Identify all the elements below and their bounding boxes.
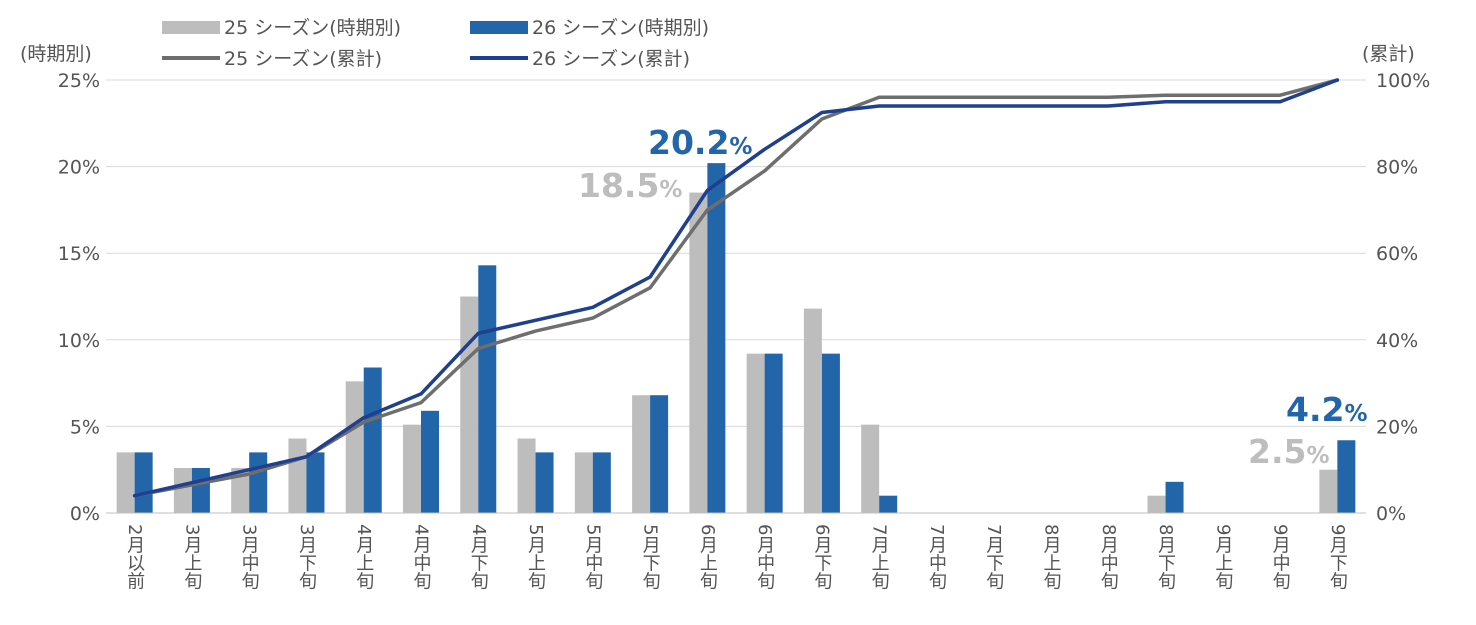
data-label-value: 2.5 xyxy=(1248,432,1306,471)
cumulative-line xyxy=(132,78,1340,498)
cumulative-line xyxy=(132,78,1340,498)
bar xyxy=(1147,495,1166,513)
bar xyxy=(517,438,536,513)
bar xyxy=(173,467,192,513)
bar xyxy=(134,452,153,513)
right-tick-label: 100% xyxy=(1376,70,1430,92)
annotation-layer: 20.2%18.5%4.2%2.5% xyxy=(578,123,1368,471)
bar xyxy=(306,452,325,513)
legend-label: 25 シーズン(累計) xyxy=(224,48,382,70)
legend-label: 26 シーズン(時期別) xyxy=(532,17,709,39)
category-label: 5月上旬 xyxy=(525,524,546,590)
category-label: 2月以前 xyxy=(124,524,145,589)
right-tick-label: 40% xyxy=(1376,330,1418,352)
bar xyxy=(821,353,840,513)
category-label: 8月中旬 xyxy=(1098,524,1119,590)
bar xyxy=(574,452,593,513)
data-label-value: 18.5 xyxy=(578,166,659,205)
data-label: 20.2% xyxy=(648,123,752,162)
bar xyxy=(707,163,726,514)
line-layer xyxy=(132,78,1340,498)
data-label: 18.5% xyxy=(578,166,682,205)
right-tick-label: 80% xyxy=(1376,157,1418,179)
bar xyxy=(345,381,364,513)
data-label-value: 20.2 xyxy=(648,123,729,162)
bar xyxy=(116,452,135,513)
bar xyxy=(231,467,250,513)
left-tick-label: 25% xyxy=(58,70,100,92)
bar xyxy=(592,452,611,513)
category-label: 8月上旬 xyxy=(1041,524,1062,590)
right-tick-label: 60% xyxy=(1376,243,1418,265)
bar xyxy=(460,296,479,513)
bar xyxy=(288,438,307,513)
legend-label: 25 シーズン(時期別) xyxy=(224,17,401,39)
category-label: 7月中旬 xyxy=(926,524,947,590)
bar xyxy=(191,467,210,513)
bar xyxy=(650,395,669,513)
bar xyxy=(764,353,783,513)
bar xyxy=(803,308,822,513)
bar xyxy=(363,367,382,513)
category-label: 3月中旬 xyxy=(239,524,260,590)
category-label: 5月中旬 xyxy=(582,524,603,590)
category-label: 5月下旬 xyxy=(640,524,661,590)
data-label: 2.5% xyxy=(1248,432,1330,471)
bar xyxy=(1319,469,1338,513)
bar xyxy=(421,410,439,513)
category-label: 6月下旬 xyxy=(811,524,832,590)
bar xyxy=(1337,440,1356,513)
left-axis-title: (時期別) xyxy=(20,43,92,65)
bar-layer xyxy=(116,163,1356,514)
left-tick-label: 20% xyxy=(58,157,100,179)
data-label-unit: % xyxy=(729,134,752,160)
left-tick-label: 0% xyxy=(70,503,100,525)
bar xyxy=(249,452,268,513)
category-label: 9月上旬 xyxy=(1212,524,1233,590)
data-label: 4.2% xyxy=(1286,390,1368,429)
bar xyxy=(535,452,554,513)
category-label: 6月上旬 xyxy=(697,524,718,590)
category-label: 4月下旬 xyxy=(468,524,489,590)
right-axis-title: (累計) xyxy=(1362,43,1415,65)
category-label: 4月中旬 xyxy=(411,524,432,590)
category-label: 7月下旬 xyxy=(983,524,1004,590)
legend-swatch xyxy=(162,21,220,34)
category-label: 4月上旬 xyxy=(353,524,374,590)
legend-swatch xyxy=(470,21,528,34)
axis-layer: 0% 5% 10% 15% 20% 25% 0% 20% 40% 60% 80% 100% (時期別) (… xyxy=(20,43,1430,590)
bar xyxy=(403,424,421,513)
data-label-value: 4.2 xyxy=(1286,390,1344,429)
bar xyxy=(879,495,898,513)
right-tick-label: 20% xyxy=(1376,416,1418,438)
legend-label: 26 シーズン(累計) xyxy=(532,48,690,70)
legend: 25 シーズン(時期別) 26 シーズン(時期別) 25 シーズン(累計) 26 シー… xyxy=(162,17,709,70)
data-label-unit: % xyxy=(659,177,682,203)
bar xyxy=(861,424,880,513)
category-label: 6月中旬 xyxy=(754,524,775,590)
left-tick-label: 5% xyxy=(70,416,100,438)
bar xyxy=(1165,481,1184,513)
right-tick-label: 0% xyxy=(1376,503,1406,525)
data-label-unit: % xyxy=(1344,401,1367,427)
category-label: 8月下旬 xyxy=(1155,524,1176,590)
bar xyxy=(689,192,708,513)
bar xyxy=(478,265,497,513)
category-label: 9月中旬 xyxy=(1270,524,1291,590)
category-label: 3月下旬 xyxy=(296,524,317,590)
data-label-unit: % xyxy=(1306,443,1329,469)
bar xyxy=(632,395,651,513)
category-label: 9月下旬 xyxy=(1327,524,1348,590)
category-label: 3月上旬 xyxy=(181,524,202,590)
bar xyxy=(746,353,765,513)
left-tick-label: 15% xyxy=(58,243,100,265)
left-tick-label: 10% xyxy=(58,330,100,352)
category-label: 7月上旬 xyxy=(869,524,890,590)
